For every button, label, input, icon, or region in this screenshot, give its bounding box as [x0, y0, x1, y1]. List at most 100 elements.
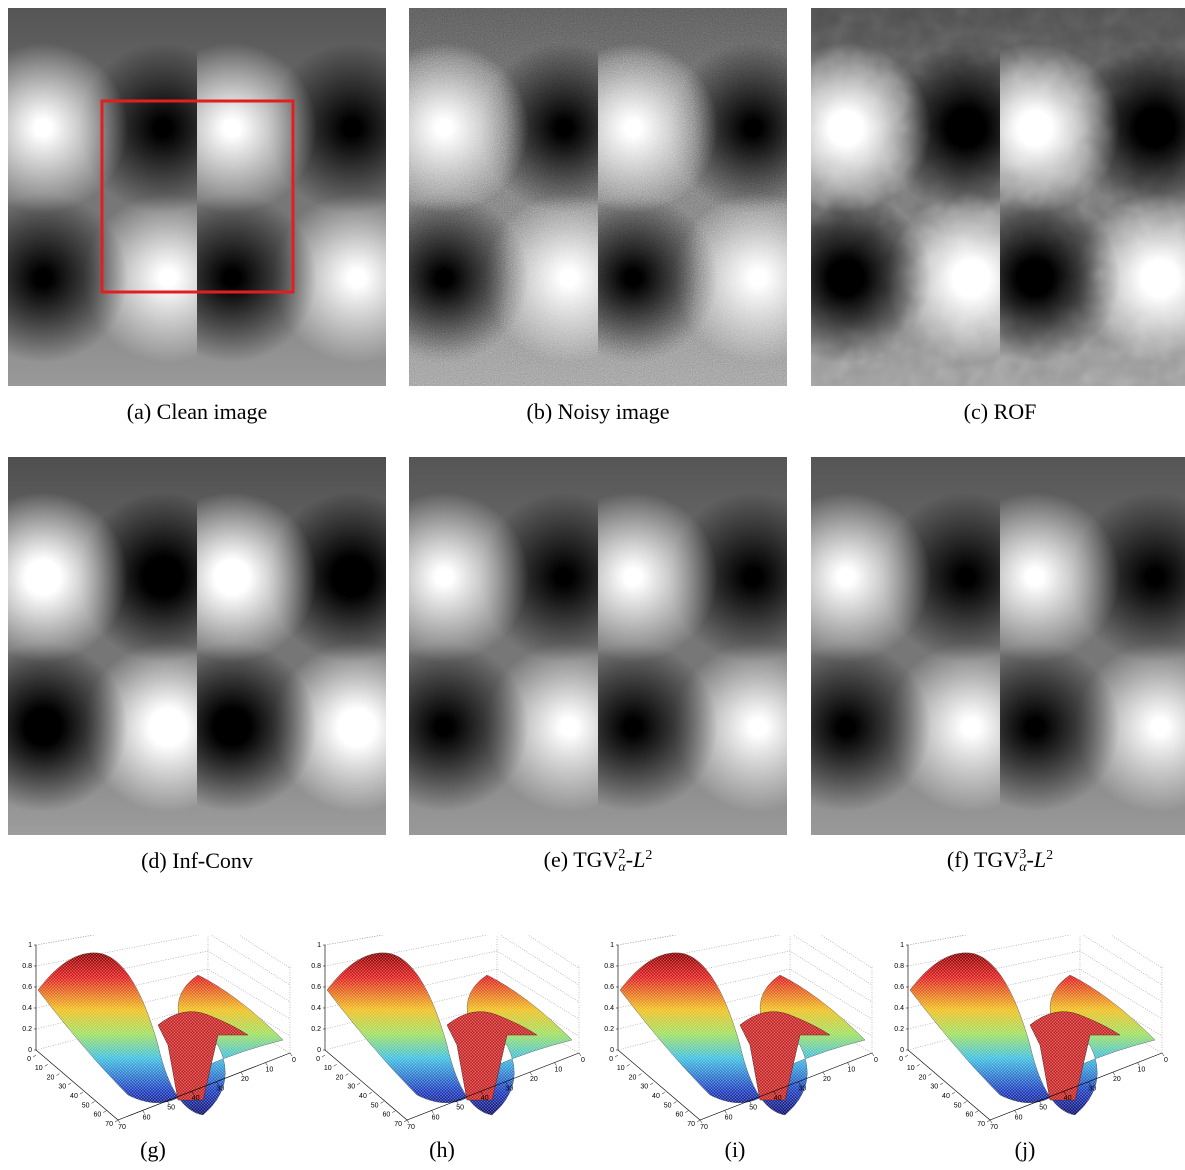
y-tick-label: 70	[687, 1121, 695, 1128]
caption: (f) TGV3α-L2	[947, 847, 1053, 875]
x-tick-label: 70	[118, 1124, 126, 1131]
caption: (j)	[1015, 1137, 1036, 1163]
x-tick-label: 70	[407, 1124, 415, 1131]
x-tick	[290, 1053, 292, 1056]
space: L	[1034, 847, 1046, 872]
caption-label: (e)	[544, 847, 568, 872]
x-tick-label: 70	[990, 1124, 998, 1131]
x-tick-label: 20	[823, 1076, 831, 1083]
y-tick-label: 30	[930, 1084, 938, 1091]
y-tick	[650, 1083, 653, 1085]
caption-text: Clean image	[157, 399, 268, 424]
y-tick-label: 20	[336, 1074, 344, 1081]
caption-text: Noisy image	[558, 399, 670, 424]
zoom-box	[102, 101, 293, 292]
space: L	[633, 847, 645, 872]
y-tick	[357, 1083, 360, 1085]
x-tick	[118, 1120, 120, 1123]
y-tick-label: 60	[382, 1112, 390, 1119]
y-tick	[952, 1092, 955, 1094]
x-tick	[700, 1120, 702, 1123]
x-tick-label: 40	[481, 1095, 489, 1102]
y-tick	[697, 1120, 700, 1122]
surface-plot: 00.20.40.60.8100101020203030404050506060…	[297, 935, 587, 1135]
y-tick-label: 30	[347, 1084, 355, 1091]
noise-overlay	[811, 8, 1185, 386]
image-panel	[811, 457, 1185, 835]
y-tick	[103, 1111, 106, 1113]
y-tick-label: 40	[942, 1093, 950, 1100]
y-tick-label: 0	[27, 1056, 31, 1063]
x-tick	[872, 1053, 874, 1056]
image-panel	[409, 457, 787, 835]
y-tick	[928, 1074, 931, 1076]
y-tick-label: 10	[35, 1065, 43, 1072]
image-half	[409, 457, 598, 835]
y-tick-label: 20	[629, 1074, 637, 1081]
z-tick-label: 0.8	[894, 963, 904, 970]
x-tick-label: 0	[581, 1057, 585, 1064]
y-tick	[404, 1120, 407, 1122]
y-tick-label: 60	[675, 1112, 683, 1119]
y-tick-label: 10	[617, 1065, 625, 1072]
y-tick	[381, 1101, 384, 1103]
x-tick	[990, 1120, 992, 1123]
image-half	[1000, 457, 1185, 835]
caption: (b) Noisy image	[527, 399, 670, 425]
y-tick-label: 10	[324, 1065, 332, 1072]
z-tick-label: 0.6	[604, 984, 614, 991]
x-tick	[1015, 1110, 1017, 1113]
z-tick-label: 0	[317, 1047, 321, 1054]
y-tick-label: 10	[907, 1065, 915, 1072]
z-tick-label: 0.6	[894, 984, 904, 991]
y-tick-label: 50	[664, 1102, 672, 1109]
x-tick-label: 30	[798, 1086, 806, 1093]
x-tick-label: 50	[456, 1105, 464, 1112]
y-tick-label: 50	[82, 1102, 90, 1109]
x-tick-label: 60	[432, 1114, 440, 1121]
z-tick-label: 0.6	[22, 984, 32, 991]
y-tick-label: 0	[609, 1056, 613, 1063]
y-tick	[68, 1083, 71, 1085]
weight: α	[1019, 862, 1026, 875]
y-tick	[115, 1120, 118, 1122]
caption-text: Inf-Conv	[172, 848, 253, 873]
z-tick-label: 0	[610, 1047, 614, 1054]
z-tick-label: 0.4	[311, 1005, 321, 1012]
x-tick	[725, 1110, 727, 1113]
y-tick-label: 60	[93, 1112, 101, 1119]
image-half	[8, 457, 197, 835]
y-tick-label: 70	[105, 1121, 113, 1128]
x-tick	[579, 1053, 581, 1056]
x-tick	[823, 1072, 825, 1075]
scripts: 2α	[618, 850, 625, 875]
z-tick-label: 0.6	[311, 984, 321, 991]
x-tick-label: 0	[292, 1057, 296, 1064]
caption: (a) Clean image	[127, 399, 268, 425]
z-tick-label: 1	[317, 942, 321, 949]
x-tick-label: 40	[192, 1095, 200, 1102]
x-tick-label: 30	[216, 1086, 224, 1093]
z-tick-label: 0.2	[894, 1026, 904, 1033]
z-tick-label: 0.4	[22, 1005, 32, 1012]
x-tick-label: 70	[700, 1124, 708, 1131]
z-tick-label: 0.8	[311, 963, 321, 970]
noise	[811, 8, 1185, 386]
noise	[409, 8, 787, 386]
y-tick-label: 0	[899, 1056, 903, 1063]
caption: (h)	[429, 1137, 455, 1163]
x-tick-label: 30	[505, 1086, 513, 1093]
y-tick	[56, 1074, 59, 1076]
y-tick	[964, 1101, 967, 1103]
y-tick	[905, 1055, 908, 1057]
x-tick-label: 10	[1138, 1066, 1146, 1073]
surface-plot: 00.20.40.60.8100101020203030404050506060…	[880, 935, 1170, 1135]
y-tick	[662, 1092, 665, 1094]
x-tick	[847, 1063, 849, 1066]
x-tick-label: 50	[1039, 1105, 1047, 1112]
caption-label: (b)	[527, 399, 553, 424]
y-tick-label: 30	[640, 1084, 648, 1091]
y-tick	[322, 1055, 325, 1057]
x-tick-label: 60	[143, 1114, 151, 1121]
scripts: 3α	[1019, 850, 1026, 875]
